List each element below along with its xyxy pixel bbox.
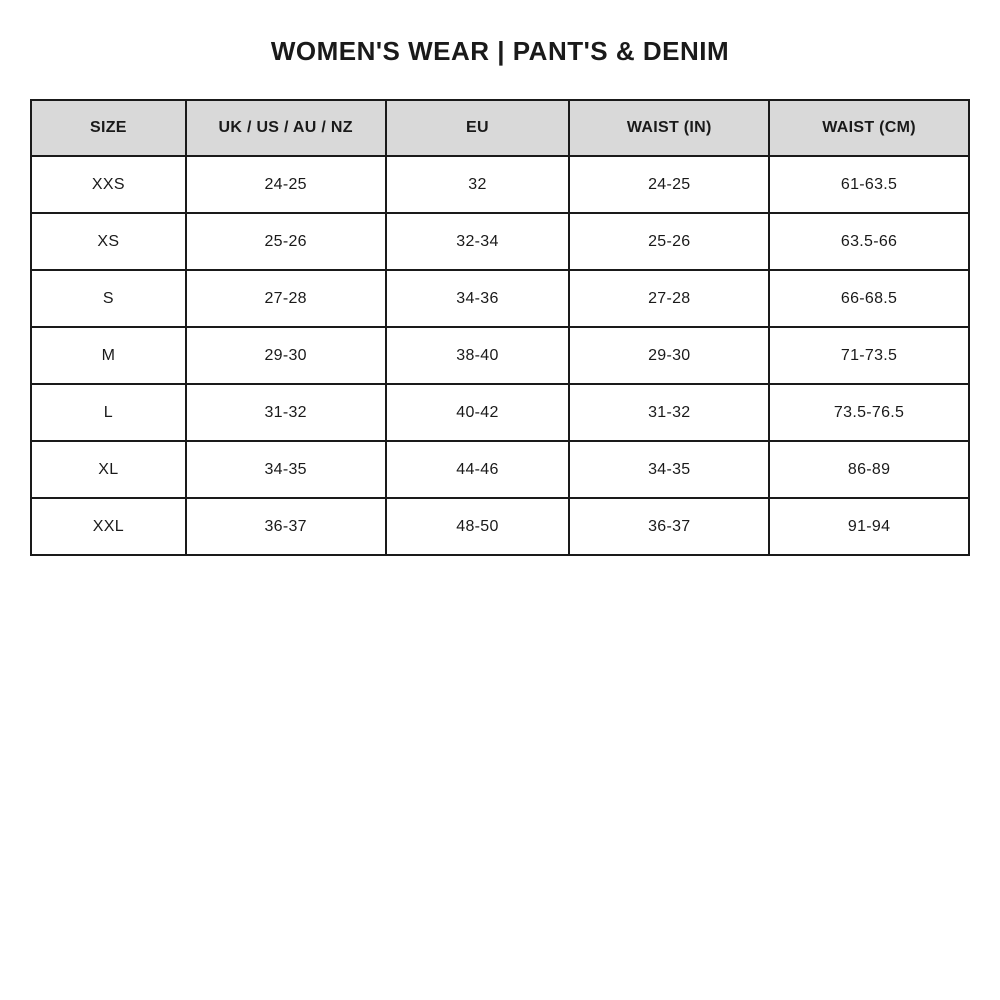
table-cell: 34-36 xyxy=(384,269,571,328)
column-header-waist-cm: WAIST (CM) xyxy=(768,99,970,157)
table-cell: 61-63.5 xyxy=(768,155,970,214)
table-cell: 48-50 xyxy=(384,497,571,556)
column-header-eu: EU xyxy=(384,99,571,157)
table-cell: 73.5-76.5 xyxy=(768,383,970,442)
table-cell: 24-25 xyxy=(568,155,771,214)
column-header-size: SIZE xyxy=(30,99,187,157)
table-row: XL 34-35 44-46 34-35 86-89 xyxy=(30,440,970,499)
table-cell: 32-34 xyxy=(384,212,571,271)
column-header-uk-us-au-nz: UK / US / AU / NZ xyxy=(184,99,387,157)
table-row: S 27-28 34-36 27-28 66-68.5 xyxy=(30,269,970,328)
size-chart-table: SIZE UK / US / AU / NZ EU WAIST (IN) WAI… xyxy=(30,99,970,556)
table-cell: 86-89 xyxy=(768,440,970,499)
table-cell: 34-35 xyxy=(184,440,387,499)
table-cell: XXL xyxy=(30,497,187,556)
table-cell: 25-26 xyxy=(184,212,387,271)
table-cell: XL xyxy=(30,440,187,499)
table-header-row: SIZE UK / US / AU / NZ EU WAIST (IN) WAI… xyxy=(30,99,970,157)
table-cell: 38-40 xyxy=(384,326,571,385)
table-cell: 24-25 xyxy=(184,155,387,214)
table-cell: 36-37 xyxy=(184,497,387,556)
table-cell: 31-32 xyxy=(184,383,387,442)
table-cell: 34-35 xyxy=(568,440,771,499)
table-cell: 91-94 xyxy=(768,497,970,556)
table-cell: 36-37 xyxy=(568,497,771,556)
table-cell: 63.5-66 xyxy=(768,212,970,271)
table-cell: 27-28 xyxy=(184,269,387,328)
table-cell: 66-68.5 xyxy=(768,269,970,328)
table-cell: 40-42 xyxy=(384,383,571,442)
table-cell: 29-30 xyxy=(568,326,771,385)
page-title: WOMEN'S WEAR | PANT'S & DENIM xyxy=(270,36,730,66)
table-cell: XS xyxy=(30,212,187,271)
table-row: XXL 36-37 48-50 36-37 91-94 xyxy=(30,497,970,556)
table-cell: 29-30 xyxy=(184,326,387,385)
table-cell: S xyxy=(30,269,187,328)
table-row: L 31-32 40-42 31-32 73.5-76.5 xyxy=(30,383,970,442)
column-header-waist-in: WAIST (IN) xyxy=(568,99,771,157)
table-cell: 25-26 xyxy=(568,212,771,271)
table-cell: 71-73.5 xyxy=(768,326,970,385)
table-cell: 31-32 xyxy=(568,383,771,442)
table-cell: M xyxy=(30,326,187,385)
table-cell: L xyxy=(30,383,187,442)
table-cell: 44-46 xyxy=(384,440,571,499)
table-cell: XXS xyxy=(30,155,187,214)
table-row: XXS 24-25 32 24-25 61-63.5 xyxy=(30,155,970,214)
table-cell: 27-28 xyxy=(568,269,771,328)
table-cell: 32 xyxy=(384,155,571,214)
table-row: XS 25-26 32-34 25-26 63.5-66 xyxy=(30,212,970,271)
table-row: M 29-30 38-40 29-30 71-73.5 xyxy=(30,326,970,385)
